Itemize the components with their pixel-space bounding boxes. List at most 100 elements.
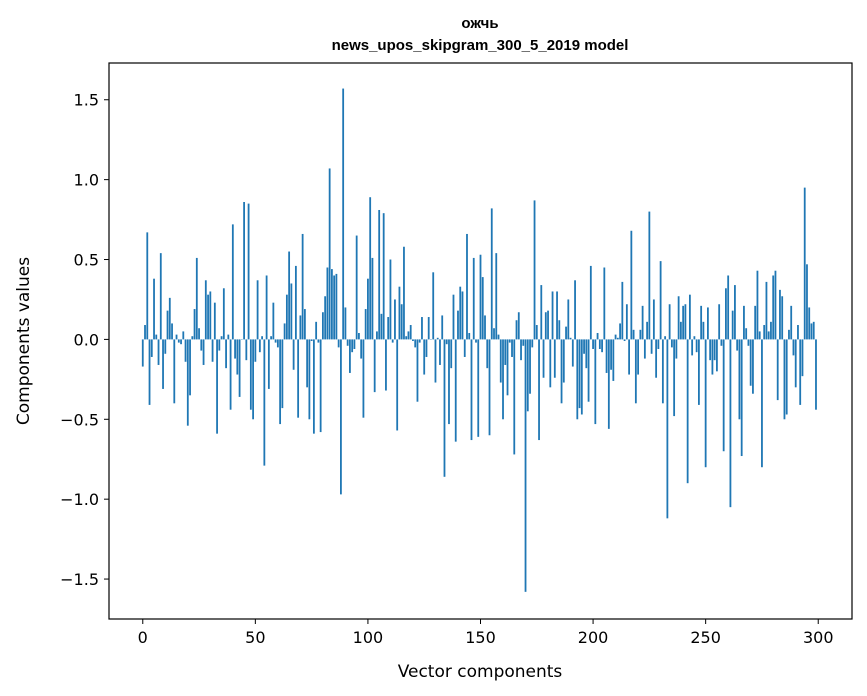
bar bbox=[639, 329, 642, 340]
bar bbox=[643, 339, 646, 359]
bar bbox=[346, 339, 349, 346]
bar bbox=[191, 336, 194, 340]
bar bbox=[589, 265, 592, 340]
bar bbox=[369, 197, 372, 340]
bar bbox=[549, 339, 552, 388]
bar bbox=[558, 320, 561, 340]
bar bbox=[634, 339, 637, 404]
bar bbox=[195, 257, 198, 340]
bar bbox=[808, 307, 811, 340]
bar bbox=[538, 339, 540, 441]
bar bbox=[387, 317, 390, 340]
bar bbox=[743, 305, 745, 340]
bar bbox=[736, 339, 739, 351]
bar bbox=[204, 280, 207, 340]
bar bbox=[571, 339, 574, 367]
bar bbox=[308, 339, 311, 420]
bar bbox=[650, 339, 653, 354]
x-axis-label: Vector components bbox=[398, 662, 563, 682]
bar bbox=[337, 339, 340, 348]
bar bbox=[340, 339, 342, 495]
bar bbox=[454, 339, 457, 442]
bar bbox=[682, 305, 685, 340]
bar bbox=[614, 334, 617, 340]
bar bbox=[535, 325, 538, 340]
bar bbox=[520, 339, 522, 361]
bar bbox=[231, 224, 234, 340]
bar bbox=[315, 321, 318, 340]
bar bbox=[407, 331, 410, 340]
bar bbox=[716, 339, 718, 372]
bar bbox=[452, 294, 455, 340]
bar bbox=[657, 339, 660, 349]
bar bbox=[144, 325, 146, 340]
bar bbox=[416, 339, 419, 402]
bar bbox=[281, 339, 284, 409]
bar bbox=[776, 339, 779, 401]
bar bbox=[234, 339, 236, 359]
bar bbox=[686, 339, 689, 484]
bar bbox=[472, 257, 475, 340]
bar bbox=[585, 339, 588, 369]
bar bbox=[159, 253, 162, 340]
bar bbox=[693, 336, 696, 340]
bar bbox=[718, 304, 721, 340]
bar bbox=[788, 329, 790, 340]
bar bbox=[180, 339, 182, 345]
bar bbox=[312, 339, 315, 434]
bar bbox=[200, 339, 203, 351]
bar bbox=[598, 339, 601, 349]
bar bbox=[677, 296, 680, 340]
y-tick-label: 0.5 bbox=[74, 251, 99, 270]
bar bbox=[646, 321, 649, 340]
bar bbox=[378, 209, 381, 340]
bar bbox=[198, 328, 200, 340]
bar bbox=[288, 251, 291, 340]
bar bbox=[803, 187, 806, 340]
bar bbox=[698, 339, 700, 405]
bar bbox=[801, 339, 804, 377]
bar bbox=[722, 339, 725, 452]
bar bbox=[790, 305, 793, 340]
bar bbox=[562, 339, 565, 383]
bar bbox=[349, 339, 351, 373]
bar bbox=[556, 291, 558, 340]
bar bbox=[324, 296, 327, 340]
bar bbox=[166, 310, 169, 340]
x-tick-label: 150 bbox=[465, 628, 496, 647]
bar bbox=[481, 277, 484, 340]
bar bbox=[641, 305, 644, 340]
bar bbox=[252, 339, 254, 420]
bar bbox=[261, 336, 263, 340]
bar bbox=[342, 88, 345, 340]
bar bbox=[394, 299, 396, 340]
bar bbox=[619, 323, 621, 340]
chart-subtitle: news_upos_skipgram_300_5_2019 model bbox=[332, 37, 629, 54]
bar bbox=[211, 339, 214, 362]
bar bbox=[745, 328, 748, 340]
bar bbox=[648, 211, 651, 340]
bar bbox=[779, 289, 781, 340]
bar bbox=[542, 339, 545, 378]
bar bbox=[517, 312, 520, 340]
plot-frame bbox=[108, 62, 853, 620]
bar bbox=[533, 200, 536, 340]
bar bbox=[700, 305, 703, 340]
bar bbox=[463, 339, 466, 357]
bar bbox=[576, 339, 579, 420]
bar bbox=[301, 233, 304, 340]
bar bbox=[772, 275, 775, 340]
bar bbox=[515, 320, 518, 340]
bar bbox=[659, 261, 662, 340]
bar bbox=[227, 334, 230, 340]
bar bbox=[484, 315, 486, 340]
bar bbox=[466, 233, 468, 340]
bar bbox=[812, 321, 815, 340]
bar bbox=[758, 331, 761, 340]
bar bbox=[317, 339, 320, 343]
y-tick-label: 1.0 bbox=[74, 171, 99, 190]
bar bbox=[731, 310, 734, 340]
bar bbox=[569, 337, 572, 340]
bar bbox=[270, 336, 273, 340]
bar bbox=[754, 305, 757, 340]
